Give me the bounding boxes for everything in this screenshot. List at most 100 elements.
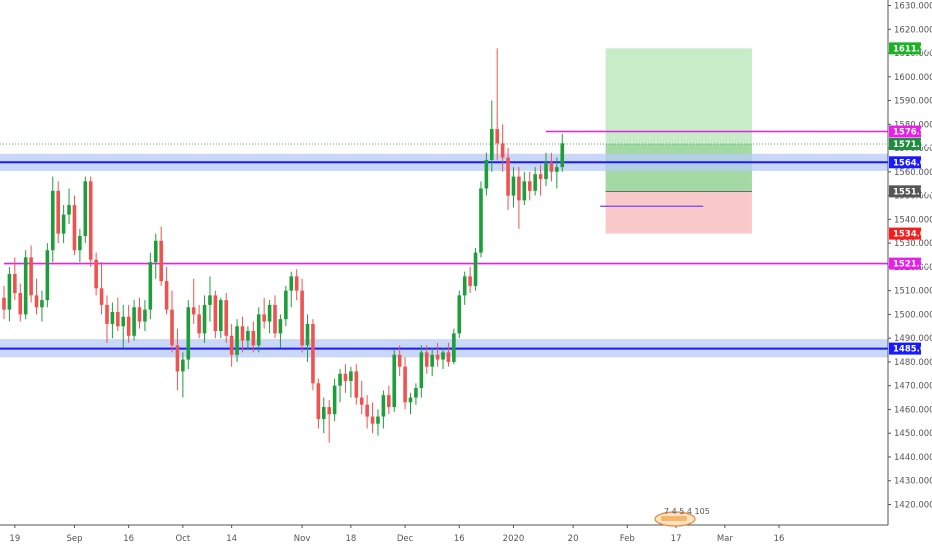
candle[interactable] (110, 312, 115, 324)
candle[interactable] (45, 250, 50, 301)
candle[interactable] (197, 314, 201, 334)
candle[interactable] (56, 190, 60, 234)
candle[interactable] (441, 352, 445, 360)
candle[interactable] (316, 383, 321, 419)
candle[interactable] (132, 307, 136, 336)
candle[interactable] (116, 312, 120, 327)
candle[interactable] (370, 416, 375, 424)
candle[interactable] (495, 129, 500, 144)
candle[interactable] (365, 404, 369, 417)
candle[interactable] (278, 319, 283, 334)
candle[interactable] (538, 174, 543, 179)
candle[interactable] (2, 297, 6, 310)
candle[interactable] (273, 304, 277, 334)
stop-loss-zone[interactable] (605, 191, 752, 234)
candle[interactable] (435, 354, 440, 360)
candle[interactable] (397, 354, 402, 367)
candle[interactable] (408, 397, 413, 403)
candle[interactable] (181, 359, 185, 372)
candle[interactable] (240, 326, 245, 341)
candle[interactable] (29, 257, 33, 296)
candle[interactable] (219, 300, 223, 332)
candle[interactable] (159, 240, 163, 282)
candle[interactable] (452, 333, 456, 362)
candle[interactable] (338, 373, 342, 386)
candle[interactable] (354, 371, 359, 398)
candle[interactable] (517, 176, 521, 201)
candle[interactable] (99, 288, 104, 305)
candle[interactable] (555, 167, 559, 172)
candle[interactable] (88, 181, 93, 260)
price-axis[interactable]: 1420.000 1430.000 1440.000 1450.000 1460.000… (887, 0, 932, 550)
candle[interactable] (376, 416, 380, 424)
candle[interactable] (153, 240, 158, 263)
candle[interactable] (208, 295, 212, 305)
candle[interactable] (533, 174, 537, 191)
candle[interactable] (473, 252, 478, 286)
candle[interactable] (403, 366, 407, 403)
candle[interactable] (544, 162, 548, 179)
time-axis[interactable]: 19 Sep 16 Oct 14 Nov 18 Dec 16 2020 20 Feb 17 Mar 16 (0, 524, 888, 544)
candle[interactable] (468, 276, 472, 286)
candle[interactable] (462, 276, 467, 296)
candle[interactable] (549, 162, 554, 172)
candle[interactable] (164, 281, 169, 310)
candle[interactable] (94, 259, 98, 289)
candle[interactable] (126, 316, 131, 336)
candle[interactable] (321, 407, 326, 419)
candle[interactable] (479, 188, 483, 253)
candle[interactable] (349, 371, 353, 381)
indicator-badge[interactable]: 7 4 5 4 105 (654, 507, 710, 527)
candle[interactable] (148, 262, 153, 310)
candle[interactable] (40, 300, 44, 308)
candle[interactable] (72, 205, 77, 251)
candle[interactable] (143, 309, 147, 322)
candle[interactable] (446, 352, 451, 362)
candle[interactable] (289, 276, 294, 291)
candle[interactable] (267, 304, 272, 322)
candle[interactable] (213, 295, 218, 332)
candle[interactable] (560, 143, 565, 168)
candle[interactable] (186, 307, 191, 360)
candle[interactable] (7, 274, 12, 310)
candle[interactable] (311, 323, 315, 384)
candle[interactable] (305, 323, 310, 346)
candle[interactable] (381, 395, 386, 417)
candle[interactable] (23, 257, 28, 315)
candle[interactable] (121, 316, 126, 327)
candle[interactable] (18, 293, 23, 315)
candle[interactable] (137, 307, 142, 322)
candle[interactable] (235, 326, 239, 355)
candle[interactable] (511, 176, 516, 196)
candle[interactable] (202, 304, 207, 334)
candle[interactable] (284, 290, 288, 320)
candle[interactable] (414, 388, 418, 398)
candle[interactable] (262, 314, 266, 322)
candle[interactable] (256, 314, 261, 346)
candle[interactable] (78, 235, 82, 251)
candle[interactable] (392, 354, 397, 408)
candle[interactable] (332, 385, 337, 415)
candle[interactable] (490, 129, 494, 160)
candle[interactable] (246, 331, 250, 341)
candle[interactable] (457, 295, 462, 334)
candle[interactable] (13, 274, 17, 294)
candle[interactable] (224, 300, 229, 336)
candle[interactable] (50, 190, 55, 251)
candle[interactable] (191, 307, 196, 315)
candle[interactable] (430, 354, 434, 367)
candle[interactable] (300, 290, 304, 346)
candle[interactable] (359, 397, 364, 405)
candle[interactable] (61, 214, 66, 234)
candle[interactable] (170, 309, 174, 346)
indicator-widget[interactable]: 7 4 5 4 105 (654, 507, 710, 527)
candle[interactable] (105, 304, 109, 324)
candle[interactable] (506, 157, 510, 196)
candle[interactable] (229, 335, 234, 355)
candle[interactable] (527, 181, 532, 191)
candle[interactable] (251, 331, 256, 346)
candle[interactable] (83, 181, 88, 236)
